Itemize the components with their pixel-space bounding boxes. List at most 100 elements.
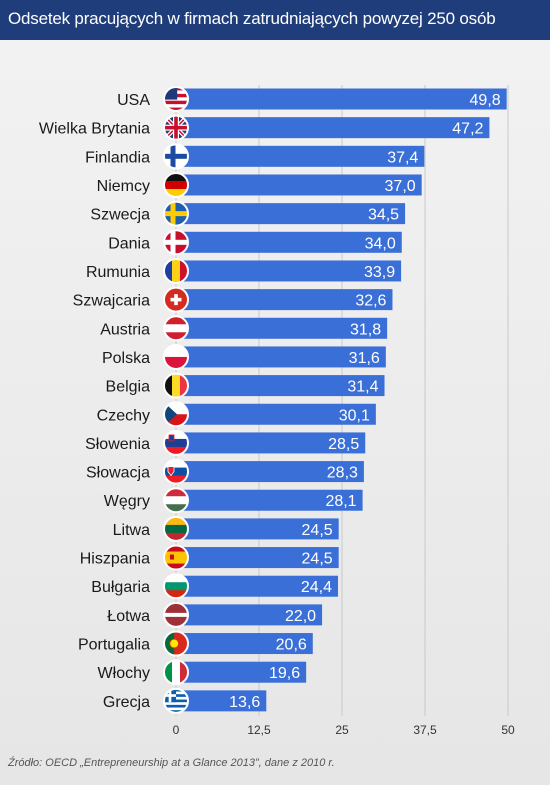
category-label: Węgry <box>104 493 150 510</box>
flag-border <box>163 630 189 657</box>
flag-border <box>163 601 189 628</box>
flag-border <box>163 573 189 600</box>
x-tick-label: 50 <box>501 723 515 737</box>
slovenia-flag-icon <box>164 430 188 455</box>
bar-value-label: 31,6 <box>349 350 380 367</box>
category-label: Szwecja <box>90 207 150 224</box>
flag-border <box>163 401 189 428</box>
bar-value-label: 47,2 <box>452 121 483 138</box>
category-label: Dania <box>108 235 150 252</box>
belgium-flag-icon <box>164 373 188 398</box>
category-label: Hiszpania <box>80 551 150 568</box>
flag-border <box>163 171 189 198</box>
bar <box>176 575 339 597</box>
flag-border <box>163 372 189 399</box>
bar <box>176 518 339 540</box>
bar <box>176 317 388 339</box>
flag-border <box>163 544 189 571</box>
bar-value-label: 37,0 <box>385 178 416 195</box>
bar-value-label: 34,0 <box>365 235 396 252</box>
bar <box>176 547 339 569</box>
bar <box>176 117 490 139</box>
bar <box>176 489 363 511</box>
bar-value-label: 28,1 <box>325 493 356 510</box>
bar-value-label: 31,4 <box>347 379 378 396</box>
category-label: Belgia <box>106 379 151 396</box>
flag-border <box>163 257 189 284</box>
italy-flag-icon <box>164 660 188 685</box>
bar <box>176 174 422 196</box>
flag-border <box>163 458 189 485</box>
romania-flag-icon <box>164 258 188 283</box>
chart-header: Odsetek pracujących w firmach zatrudniaj… <box>0 0 550 40</box>
category-label: USA <box>117 92 150 109</box>
poland-flag-icon <box>164 344 188 369</box>
bar-value-label: 49,8 <box>470 92 501 109</box>
category-label: Austria <box>100 321 150 338</box>
flag-border <box>163 229 189 256</box>
austria-flag-icon <box>164 316 188 341</box>
bar <box>176 289 393 311</box>
bar-value-label: 37,4 <box>387 149 418 166</box>
category-label: Łotwa <box>107 608 150 625</box>
category-label: Grecja <box>103 694 150 711</box>
bar-value-label: 28,3 <box>327 465 358 482</box>
bar <box>176 432 366 454</box>
bar-value-label: 19,6 <box>269 665 300 682</box>
bar-value-label: 34,5 <box>368 207 399 224</box>
category-label: Portugalia <box>78 637 150 654</box>
flag-border <box>163 114 189 141</box>
category-label: Słowacja <box>86 465 150 482</box>
flag-border <box>163 315 189 342</box>
bar <box>176 88 507 110</box>
flag-border <box>163 86 189 112</box>
bar-value-label: 33,9 <box>364 264 395 281</box>
bulgaria-flag-icon <box>164 574 188 599</box>
bar <box>176 461 364 483</box>
slovakia-flag-icon <box>164 459 188 484</box>
hungary-flag-icon <box>164 488 188 513</box>
czechia-flag-icon <box>164 402 188 427</box>
bar-value-label: 28,5 <box>328 436 359 453</box>
greece-flag-icon <box>164 688 188 713</box>
bar-value-label: 20,6 <box>276 637 307 654</box>
category-label: Rumunia <box>86 264 150 281</box>
bar <box>176 633 313 655</box>
category-label: Słowenia <box>85 436 150 453</box>
flag-border <box>163 659 189 686</box>
bar-value-label: 24,5 <box>302 522 333 539</box>
x-tick-label: 0 <box>173 723 180 737</box>
bar <box>176 346 386 368</box>
category-label: Polska <box>102 350 150 367</box>
bar-value-label: 31,8 <box>350 321 381 338</box>
category-label: Szwajcaria <box>73 293 150 310</box>
bar <box>176 661 307 683</box>
flag-border <box>163 200 189 227</box>
flag-border <box>163 429 189 456</box>
bar <box>176 145 425 167</box>
bar <box>176 690 267 712</box>
flag-border <box>163 143 189 170</box>
bar-value-label: 22,0 <box>285 608 316 625</box>
category-label: Czechy <box>97 407 150 424</box>
flag-border <box>163 687 189 714</box>
category-label: Bułgaria <box>91 579 150 596</box>
category-label: Niemcy <box>97 178 150 195</box>
chart-title: Odsetek pracujących w firmach zatrudniaj… <box>8 9 496 28</box>
bar-value-label: 30,1 <box>339 407 370 424</box>
bar-value-label: 24,5 <box>302 551 333 568</box>
bar-value-label: 24,4 <box>301 579 332 596</box>
source-note: Źródło: OECD „Entrepreneurship at a Glan… <box>8 757 335 769</box>
lithuania-flag-icon <box>164 516 188 541</box>
x-tick-label: 25 <box>335 723 349 737</box>
bar-value-label: 32,6 <box>355 293 386 310</box>
germany-flag-icon <box>164 172 188 197</box>
flag-border <box>163 515 189 542</box>
flag-border <box>163 286 189 313</box>
bar <box>176 403 376 425</box>
category-label: Litwa <box>113 522 150 539</box>
x-tick-label: 37,5 <box>413 723 437 737</box>
flag-border <box>163 487 189 514</box>
bar <box>176 260 402 282</box>
